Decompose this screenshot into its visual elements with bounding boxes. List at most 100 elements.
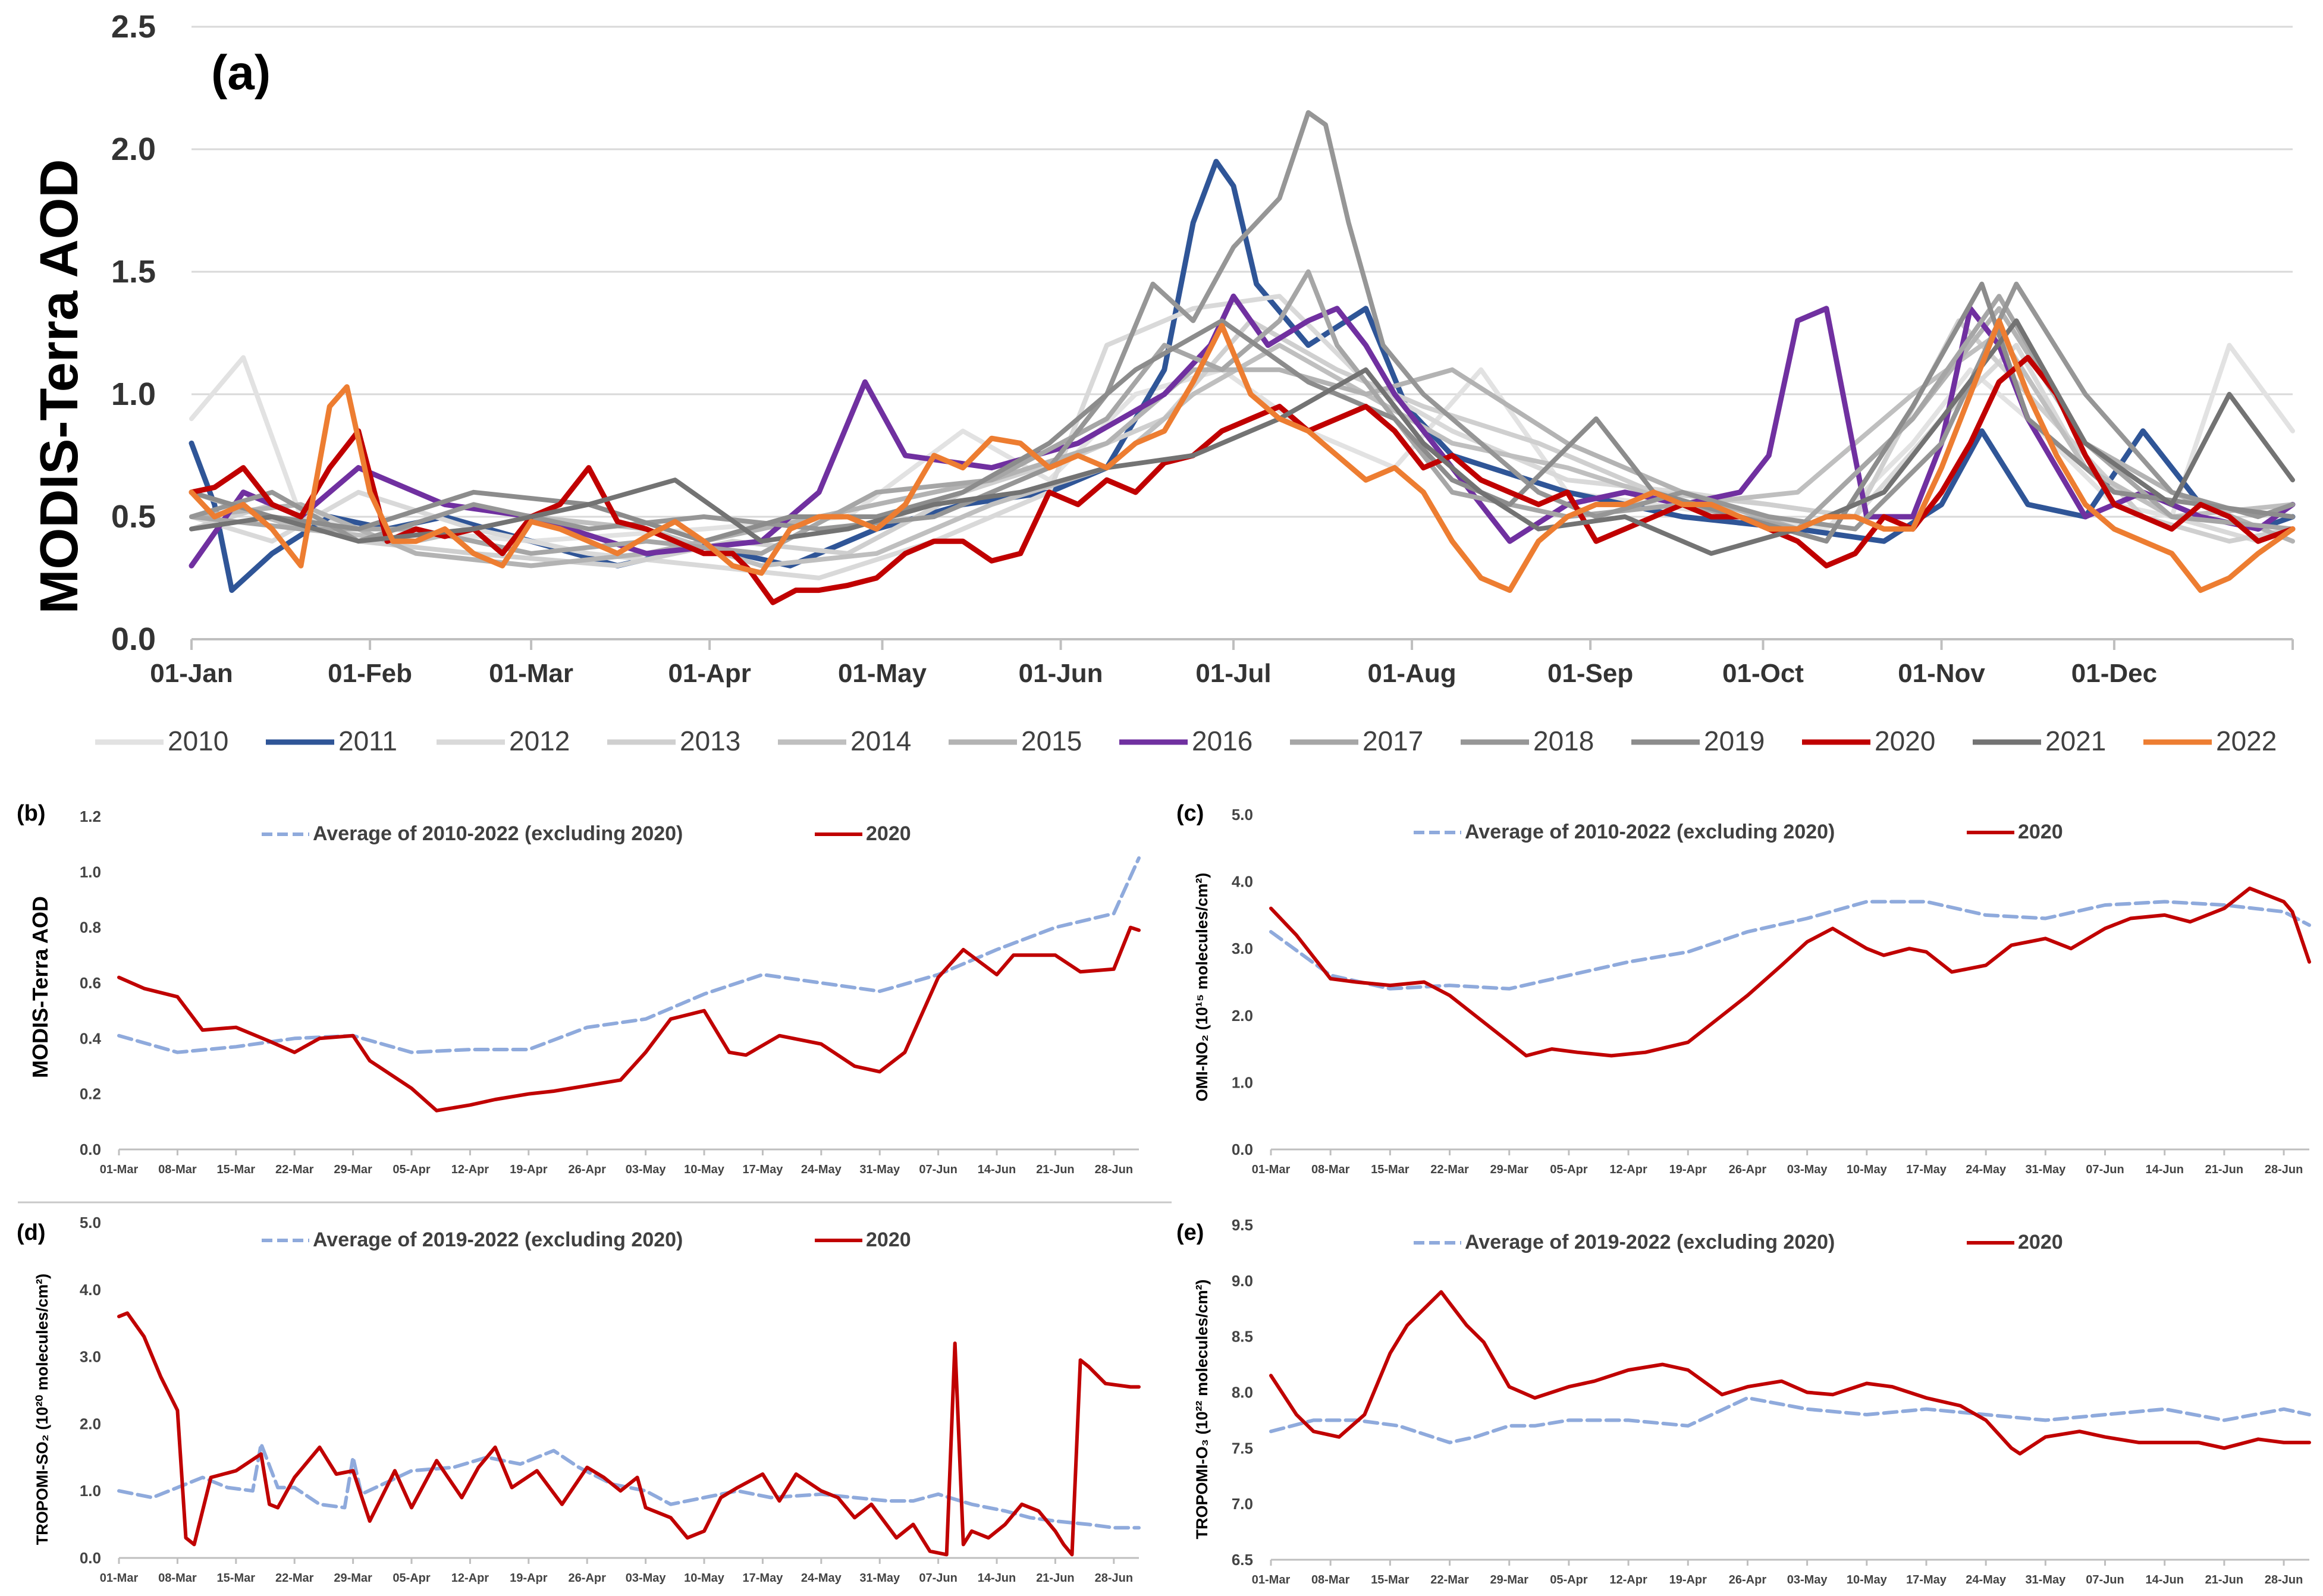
panel-e-label: (e) <box>1176 1220 1204 1245</box>
x-tick-label: 05-Apr <box>393 1572 431 1585</box>
x-tick-label: 14-Jun <box>2145 1163 2183 1176</box>
x-tick-label: 10-May <box>684 1163 725 1176</box>
x-tick-label: 10-May <box>1847 1573 1888 1586</box>
x-tick-label: 15-Mar <box>217 1163 256 1176</box>
series-2020-line <box>117 925 1141 1113</box>
y-tick-label: 9.0 <box>1232 1272 1253 1290</box>
x-tick-label: 01-Mar <box>100 1572 139 1585</box>
x-tick-label: 01-Aug <box>1367 659 1456 688</box>
series-2018-line <box>189 110 2295 544</box>
x-tick-label: 28-Jun <box>2265 1163 2303 1176</box>
legend-label-2020: 2020 <box>2018 1231 2063 1253</box>
x-tick-label: 03-May <box>626 1163 667 1176</box>
panel-c-label: (c) <box>1176 801 1204 826</box>
series-2014-line <box>189 331 2295 568</box>
x-tick-label: 19-Apr <box>510 1572 548 1585</box>
panel-b-ylabel: MODIS-Terra AOD <box>28 896 52 1078</box>
average-series-line <box>117 856 1141 1054</box>
x-tick-label: 26-Apr <box>569 1163 607 1176</box>
x-tick-label: 07-Jun <box>2086 1573 2124 1586</box>
x-tick-label: 01-Jan <box>150 659 233 688</box>
x-tick-label: 21-Jun <box>2205 1163 2243 1176</box>
panel-e-ylabel: TROPOMI-O₃ (10²² molecules/cm²) <box>1193 1279 1211 1539</box>
x-tick-label: 21-Jun <box>1036 1163 1074 1176</box>
x-tick-label: 31-May <box>2025 1163 2066 1176</box>
y-tick-label: 1.0 <box>1232 1073 1253 1091</box>
x-tick-label: 28-Jun <box>2265 1573 2303 1586</box>
x-tick-label: 24-May <box>801 1163 842 1176</box>
series-2021-line <box>189 318 2295 556</box>
x-tick-label: 19-Apr <box>1669 1573 1707 1586</box>
y-tick-label: 9.5 <box>1232 1216 1253 1234</box>
x-tick-label: 26-Apr <box>1729 1573 1767 1586</box>
y-tick-label: 1.0 <box>111 376 156 412</box>
legend-label-2022: 2022 <box>2216 725 2277 756</box>
legend-label-2012: 2012 <box>509 725 570 756</box>
y-tick-label: 1.0 <box>80 1482 101 1500</box>
legend-label-2011: 2011 <box>338 725 397 756</box>
x-tick-label: 15-Mar <box>217 1572 256 1585</box>
y-tick-label: 1.2 <box>80 808 101 825</box>
x-tick-label: 12-Apr <box>1609 1573 1647 1586</box>
x-tick-label: 12-Apr <box>451 1572 489 1585</box>
x-tick-label: 22-Mar <box>275 1163 314 1176</box>
x-tick-label: 26-Apr <box>569 1572 607 1585</box>
panel-b-label: (b) <box>17 801 46 826</box>
series-2022-line <box>189 318 2296 593</box>
y-tick-label: 6.5 <box>1232 1551 1253 1569</box>
y-tick-label: 0.8 <box>80 919 101 937</box>
panel-b: (b) MODIS-Terra AOD 0.0 0.2 0.4 0.6 0.8 1.0 1.… <box>17 801 1141 1176</box>
y-tick-label: 1.5 <box>111 254 156 290</box>
y-tick-label: 2.0 <box>1232 1007 1253 1025</box>
legend-label-2010: 2010 <box>168 725 228 756</box>
y-tick-label: 0.2 <box>80 1085 101 1103</box>
x-tick-label: 12-Apr <box>1609 1163 1647 1176</box>
x-tick-label: 22-Mar <box>275 1572 314 1585</box>
x-tick-label: 31-May <box>2025 1573 2066 1586</box>
x-tick-label: 05-Apr <box>1550 1163 1588 1176</box>
x-tick-label: 24-May <box>1966 1573 2007 1586</box>
x-tick-label: 07-Jun <box>919 1572 957 1585</box>
y-tick-label: 2.0 <box>80 1415 101 1432</box>
y-tick-label: 0.0 <box>1232 1141 1253 1158</box>
x-tick-label: 15-Mar <box>1371 1573 1410 1586</box>
y-tick-label: 1.0 <box>80 863 101 881</box>
legend-label-2017: 2017 <box>1363 725 1423 756</box>
x-tick-label: 01-Apr <box>668 659 751 688</box>
y-tick-label: 4.0 <box>80 1281 101 1299</box>
panel-c-ylabel: OMI-NO₂ (10¹⁵ molecules/cm²) <box>1193 873 1211 1102</box>
x-tick-label: 10-May <box>684 1572 725 1585</box>
x-tick-label: 17-May <box>743 1163 784 1176</box>
x-tick-label: 31-May <box>859 1163 900 1176</box>
series-2019-line <box>189 281 2295 544</box>
x-tick-label: 07-Jun <box>919 1163 957 1176</box>
series-2020-line <box>117 1311 1141 1557</box>
x-tick-label: 01-Sep <box>1547 659 1633 688</box>
legend-label-2020: 2020 <box>1875 725 1935 756</box>
x-tick-label: 28-Jun <box>1095 1572 1133 1585</box>
x-tick-label: 24-May <box>1966 1163 2007 1176</box>
panel-d-label: (d) <box>17 1220 46 1245</box>
legend-label-2015: 2015 <box>1021 725 1082 756</box>
x-tick-label: 29-Mar <box>1490 1573 1528 1586</box>
average-series-line <box>1269 1396 2311 1444</box>
panel-a: 0.0 0.5 1.0 1.5 2.0 2.5 01-Jan 01-Feb 01-Mar 01-A… <box>30 9 2296 756</box>
x-tick-label: 01-Dec <box>2071 659 2157 688</box>
panel-e: (e) TROPOMI-O₃ (10²² molecules/cm²) 6.5 7… <box>1176 1216 2311 1586</box>
y-tick-label: 7.5 <box>1232 1439 1253 1457</box>
y-tick-label: 2.5 <box>111 9 156 45</box>
x-tick-label: 12-Apr <box>451 1163 489 1176</box>
x-tick-label: 08-Mar <box>158 1163 197 1176</box>
legend-label-average: Average of 2019-2022 (excluding 2020) <box>1465 1231 1835 1253</box>
series-2013-line <box>189 318 2295 568</box>
legend-label-2014: 2014 <box>850 725 911 756</box>
y-tick-label: 3.0 <box>1232 940 1253 957</box>
panel-d-ylabel: TROPOMI-SO₂ (10²⁰ molecules/cm²) <box>33 1274 51 1545</box>
series-2020-line <box>1269 886 2311 1058</box>
series-2017-line <box>189 269 2295 556</box>
x-tick-label: 03-May <box>1787 1573 1828 1586</box>
legend-label-2013: 2013 <box>680 725 740 756</box>
x-tick-label: 19-Apr <box>510 1163 548 1176</box>
x-tick-label: 01-Mar <box>1252 1163 1291 1176</box>
